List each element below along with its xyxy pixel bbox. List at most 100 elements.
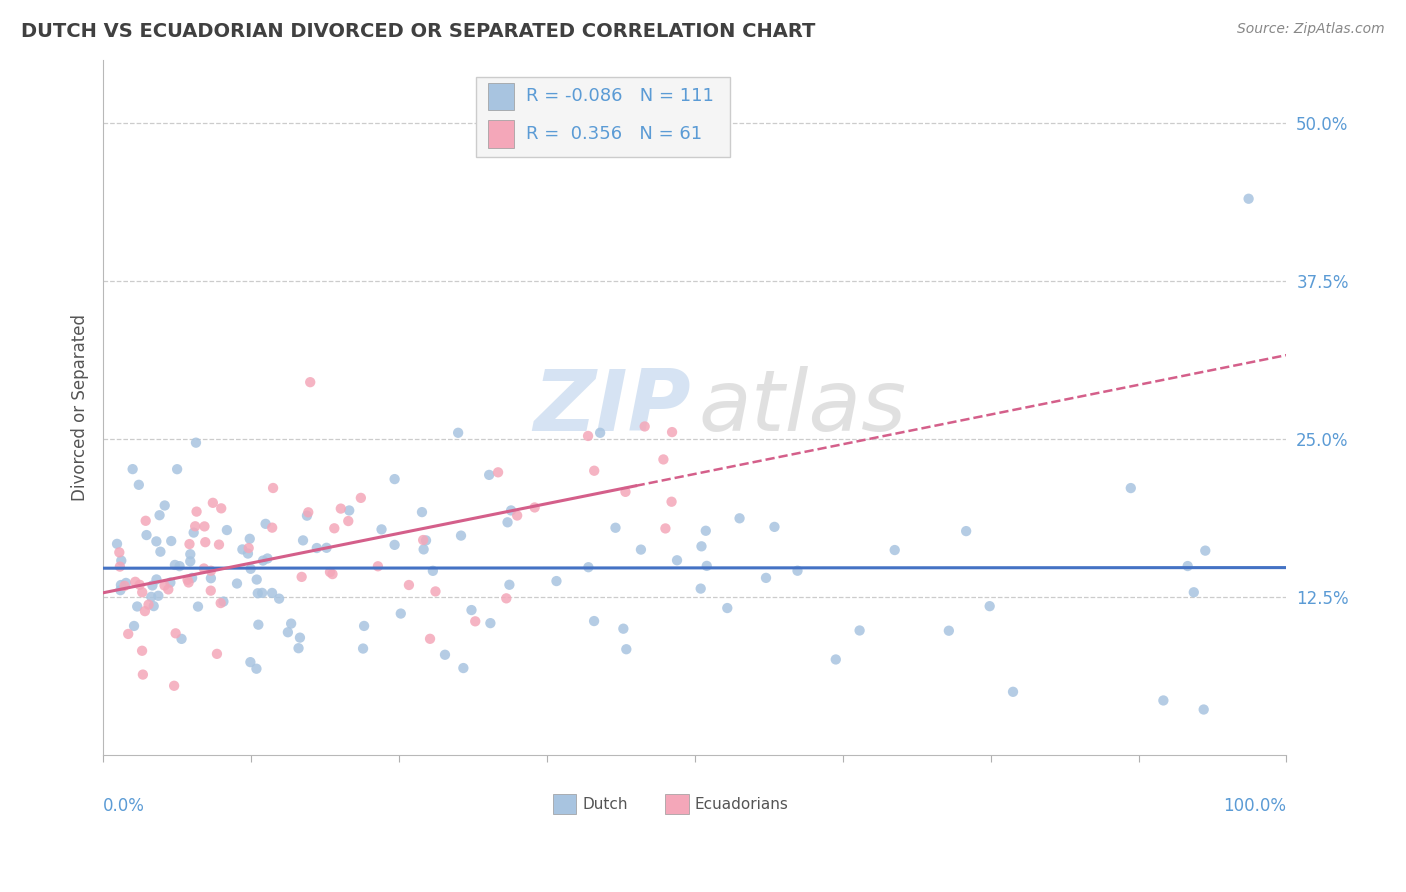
- Text: R = -0.086   N = 111: R = -0.086 N = 111: [526, 87, 713, 105]
- Point: [287, 641, 309, 656]
- FancyBboxPatch shape: [475, 77, 730, 157]
- Point: [231, 542, 253, 557]
- Point: [422, 564, 444, 578]
- Point: [353, 619, 375, 633]
- Point: [883, 543, 905, 558]
- Point: [292, 533, 315, 548]
- Point: [165, 626, 187, 640]
- Y-axis label: Divorced or Separated: Divorced or Separated: [72, 314, 89, 501]
- Point: [589, 425, 612, 440]
- Point: [226, 576, 249, 591]
- Point: [1119, 481, 1142, 495]
- Point: [755, 571, 778, 585]
- Point: [135, 528, 157, 542]
- Point: [690, 539, 713, 553]
- Point: [576, 560, 599, 574]
- Point: [179, 554, 201, 568]
- Point: [786, 564, 808, 578]
- Point: [184, 519, 207, 533]
- Point: [652, 452, 675, 467]
- Point: [193, 561, 215, 575]
- Point: [612, 622, 634, 636]
- Point: [661, 494, 683, 508]
- Point: [194, 535, 217, 549]
- Point: [352, 641, 374, 656]
- Point: [630, 542, 652, 557]
- Point: [666, 553, 689, 567]
- Point: [114, 579, 136, 593]
- Point: [277, 625, 299, 640]
- Point: [295, 508, 318, 523]
- Text: DUTCH VS ECUADORIAN DIVORCED OR SEPARATED CORRELATION CHART: DUTCH VS ECUADORIAN DIVORCED OR SEPARATE…: [21, 22, 815, 41]
- Point: [117, 627, 139, 641]
- Point: [141, 590, 163, 604]
- Point: [280, 616, 302, 631]
- Point: [131, 585, 153, 599]
- Point: [288, 631, 311, 645]
- Point: [319, 565, 342, 579]
- Point: [209, 501, 232, 516]
- Point: [479, 616, 502, 631]
- Point: [246, 586, 269, 600]
- Point: [201, 496, 224, 510]
- Point: [176, 573, 198, 587]
- Point: [179, 547, 201, 561]
- Point: [583, 464, 606, 478]
- Point: [115, 576, 138, 591]
- Point: [127, 599, 149, 614]
- Point: [728, 511, 751, 525]
- Point: [367, 559, 389, 574]
- Point: [384, 538, 406, 552]
- Point: [419, 632, 441, 646]
- Point: [145, 573, 167, 587]
- Point: [153, 578, 176, 592]
- Point: [148, 589, 170, 603]
- Point: [177, 575, 200, 590]
- Point: [166, 462, 188, 476]
- Point: [260, 586, 283, 600]
- Point: [110, 578, 132, 592]
- Point: [163, 558, 186, 572]
- Point: [412, 533, 434, 547]
- Point: [187, 599, 209, 614]
- Point: [384, 472, 406, 486]
- Point: [170, 632, 193, 646]
- Point: [239, 655, 262, 669]
- Point: [1002, 685, 1025, 699]
- Point: [1177, 559, 1199, 574]
- Point: [124, 574, 146, 589]
- Point: [486, 466, 509, 480]
- Text: Dutch: Dutch: [582, 797, 628, 812]
- Point: [160, 534, 183, 549]
- Point: [398, 578, 420, 592]
- Point: [447, 425, 470, 440]
- Point: [824, 652, 846, 666]
- Point: [329, 501, 352, 516]
- Text: R =  0.356   N = 61: R = 0.356 N = 61: [526, 125, 702, 143]
- Point: [323, 521, 346, 535]
- Point: [350, 491, 373, 505]
- Text: Source: ZipAtlas.com: Source: ZipAtlas.com: [1237, 22, 1385, 37]
- Point: [128, 478, 150, 492]
- Point: [159, 575, 181, 590]
- Point: [1237, 192, 1260, 206]
- Point: [1182, 585, 1205, 599]
- Point: [412, 542, 434, 557]
- Point: [246, 573, 269, 587]
- Point: [337, 503, 360, 517]
- Point: [979, 599, 1001, 614]
- Point: [1194, 543, 1216, 558]
- Point: [245, 662, 267, 676]
- Point: [654, 521, 676, 535]
- Point: [605, 521, 627, 535]
- Point: [183, 525, 205, 540]
- Point: [495, 591, 517, 606]
- Point: [169, 559, 191, 574]
- Point: [200, 571, 222, 585]
- Point: [181, 571, 204, 585]
- Point: [239, 562, 262, 576]
- Point: [179, 537, 201, 551]
- Point: [1152, 693, 1174, 707]
- Point: [193, 519, 215, 533]
- Bar: [665, 794, 689, 814]
